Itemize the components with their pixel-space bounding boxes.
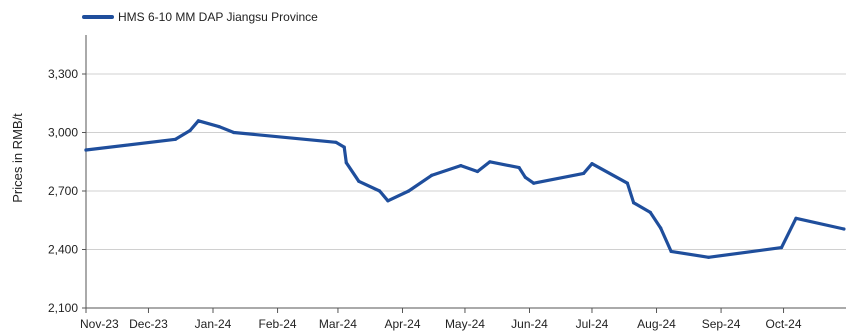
data-point [517,166,521,170]
y-axis-ticks: 2,100 2,400 2,700 3,000 3,300 [48,67,86,315]
data-point [430,173,434,177]
x-tick-label: Oct-24 [766,317,802,331]
series-group [84,119,846,259]
legend: HMS 6-10 MM DAP Jiangsu Province [82,10,318,24]
data-point [523,175,527,179]
data-point [173,137,178,141]
data-point [625,181,630,185]
data-point [386,199,390,203]
data-point [357,179,361,183]
data-point [217,125,221,129]
data-point [590,162,594,166]
x-tick-label: Mar-24 [319,317,357,331]
y-tick-label: 3,000 [48,126,78,140]
data-point [344,161,348,165]
data-point [532,181,536,185]
x-tick-label: Sep-24 [702,317,741,331]
data-point [378,189,382,193]
legend-label: HMS 6-10 MM DAP Jiangsu Province [118,10,318,24]
data-point [669,249,673,253]
data-point [334,140,338,144]
x-tick-label: Feb-24 [259,317,297,331]
data-point [475,169,480,174]
data-point [648,210,652,214]
x-tick-label: Dec-23 [129,317,168,331]
data-point [188,128,192,133]
data-point [407,189,411,193]
y-tick-label: 3,300 [48,67,78,81]
x-tick-label: Jun-24 [511,317,548,331]
data-point [196,119,200,123]
data-point [842,227,846,231]
data-point [659,226,663,230]
data-point [779,246,784,250]
data-point [459,164,463,168]
data-point [84,148,88,152]
data-point [707,255,711,259]
x-tick-label: Nov-23 [80,317,119,331]
data-point [632,201,636,205]
series-line [84,119,846,259]
y-axis-title: Prices in RMB/t [10,113,25,203]
y-tick-label: 2,700 [48,184,78,198]
x-tick-label: Aug-24 [637,317,676,331]
data-point [794,216,798,220]
x-tick-label: May-24 [445,317,485,331]
data-point [232,130,236,135]
x-tick-label: Jul-24 [576,317,609,331]
gridlines [86,73,846,250]
data-point [488,160,492,164]
x-tick-label: Apr-24 [384,317,420,331]
data-point [342,145,346,149]
y-tick-label: 2,100 [48,301,78,315]
data-point [582,171,586,175]
x-tick-label: Jan-24 [195,317,232,331]
y-tick-label: 2,400 [48,243,78,257]
x-axis-ticks: Nov-23 Dec-23 Jan-24 Feb-24 Mar-24 Apr-24 May-… [80,308,802,331]
